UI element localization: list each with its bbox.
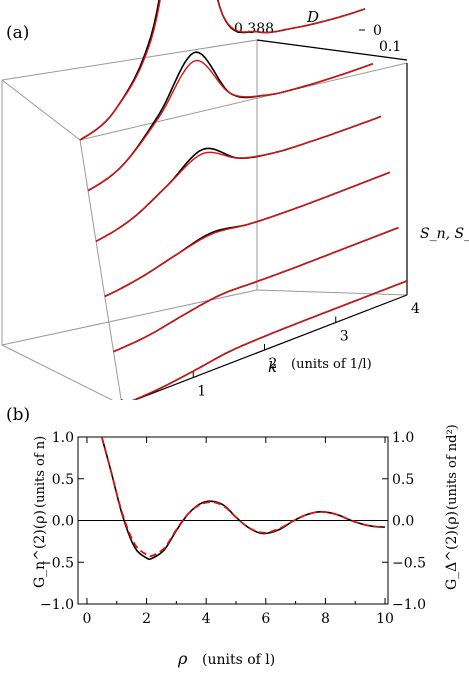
- y-tick-label-right-3: 0.5: [392, 472, 414, 488]
- y-tick-label-right-1: −0.5: [392, 555, 426, 571]
- y-tick-label-left-2: 0.0: [52, 514, 74, 530]
- box-back-edges: [1, 39, 408, 346]
- y-tick-label-left-0: −1.0: [40, 597, 74, 613]
- x-tick-label-0: 0: [82, 611, 91, 627]
- y-tick-label-left-1: −0.5: [40, 555, 74, 571]
- curve-S_n-0: [132, 280, 408, 400]
- k-tick-label-2: 2: [269, 356, 278, 372]
- k-axis-unit: (units of 1/l): [291, 357, 372, 372]
- curve-S_delta-1: [113, 226, 399, 353]
- y-axis-left-unit: (units of n): [33, 436, 48, 508]
- y-tick-label-left-4: 1.0: [52, 430, 74, 446]
- curve-S_delta-0: [132, 280, 408, 400]
- x-tick-label-4: 8: [321, 611, 330, 627]
- panel-a-curves: [79, 0, 408, 400]
- x-tick-label-3: 6: [261, 611, 270, 627]
- y-tick-label-left-3: 0.5: [52, 472, 74, 488]
- curve-S_n-1: [113, 226, 399, 353]
- curve-S_delta-2: [104, 171, 391, 298]
- curve-S_n-2: [104, 171, 391, 298]
- d-axis-label: D: [306, 8, 319, 26]
- y-tick-label-right-0: −1.0: [392, 597, 426, 613]
- series-G_n: [101, 436, 386, 561]
- x-axis-unit: (units of l): [202, 652, 275, 668]
- y-tick-label-right-4: 1.0: [392, 430, 414, 446]
- panel-b-series: [100, 436, 386, 561]
- curve-S_n-3: [95, 115, 382, 242]
- k-tick-label-1: 1: [197, 384, 206, 400]
- y-axis-right-label: G_Δ^(2)(ρ): [444, 511, 460, 590]
- s-axis: 051015: [359, 23, 382, 39]
- curve-S_n-4: [87, 51, 374, 192]
- y-axis-right-unit: (units of nd²): [445, 424, 460, 510]
- s-axis-label: S_n, S_Δ: [420, 226, 469, 242]
- x-tick-label-1: 2: [142, 611, 151, 627]
- d-tick-label-0: 0.388: [234, 21, 274, 37]
- s-tick-label-0: 0: [373, 23, 382, 39]
- curve-S_delta-4: [87, 59, 374, 192]
- d-tick-label-1: 0.1: [379, 39, 401, 55]
- panel-b-label: (b): [6, 405, 30, 425]
- box-front-edges: [1, 62, 408, 400]
- x-tick-label-2: 4: [202, 611, 211, 627]
- k-axis-label: k: [268, 358, 277, 376]
- x-tick-label-5: 10: [376, 611, 394, 627]
- plot-frame: [77, 436, 389, 605]
- curve-S_delta-5: [79, 0, 366, 141]
- k-tick-label-3: 3: [340, 329, 349, 345]
- k-tick-label-4: 4: [411, 301, 420, 317]
- y-tick-label-right-2: 0.0: [392, 514, 414, 530]
- panel-b-ticks: 0 2 4 6 8 10−1.0 −1.0−0.5 −0.50.0 0.00.5 0.51.0 1.…: [40, 430, 426, 627]
- panel-a-label: (a): [6, 23, 29, 43]
- x-axis-label: ρ: [177, 649, 188, 668]
- y-axis-left-label: G_n^(2)(ρ): [32, 510, 48, 588]
- series-G_delta: [100, 436, 386, 558]
- curve-S_delta-3: [95, 115, 382, 242]
